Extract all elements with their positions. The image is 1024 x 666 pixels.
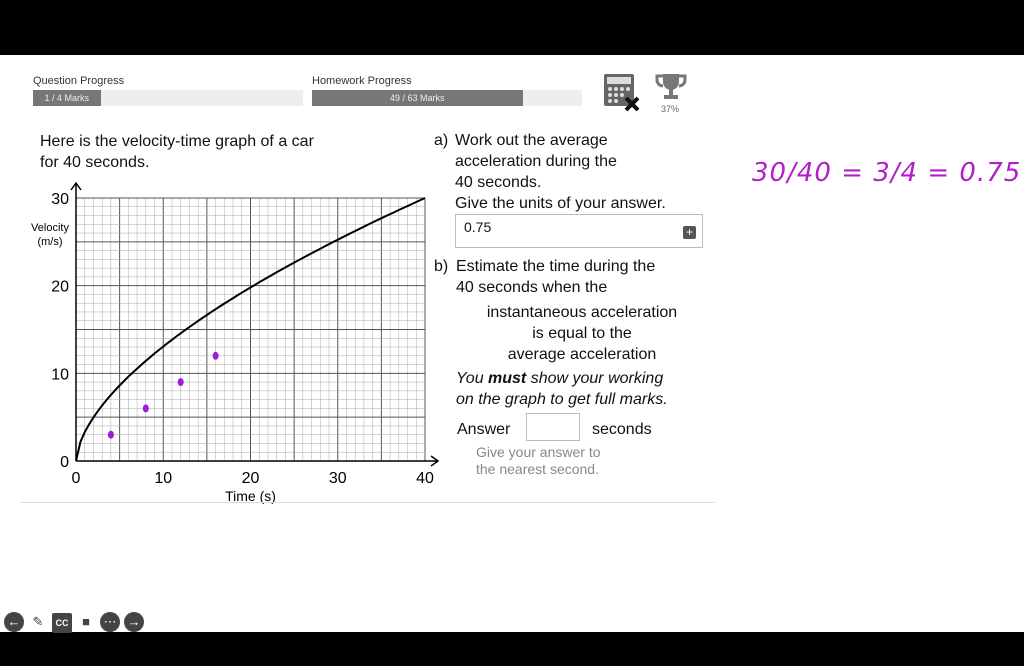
x-tick-label: 0 — [72, 470, 81, 487]
question-progress-label: Question Progress — [33, 75, 125, 87]
answer-unit: seconds — [592, 421, 652, 438]
trophy-percent: 37% — [661, 104, 680, 114]
x-tick-label: 10 — [154, 470, 172, 487]
homework-progress-fill: 49 / 63 Marks — [312, 90, 523, 106]
cc-icon[interactable]: CC — [52, 613, 72, 633]
y-tick-label: 20 — [51, 279, 69, 296]
text: You — [456, 370, 489, 387]
text-line: acceleration during the — [455, 153, 617, 170]
text-line: the nearest second. — [476, 461, 599, 477]
question-progress-bar: 1 / 4 Marks — [33, 90, 303, 106]
text-line: Estimate the time during the — [456, 258, 656, 275]
part-b-text-centered: instantaneous acceleration is equal to th… — [456, 302, 708, 365]
answer-hint: Give your answer to the nearest second. — [476, 444, 601, 478]
annotation-point — [142, 404, 149, 413]
answer-label: Answer — [457, 421, 511, 438]
annotation-point — [212, 351, 219, 360]
text-line: 40 seconds when the — [456, 279, 608, 296]
trophy-icon[interactable] — [655, 72, 687, 102]
y-axis-unit: (m/s) — [37, 236, 62, 248]
x-axis-label: Time (s) — [225, 488, 276, 504]
y-tick-label: 10 — [51, 366, 69, 383]
forward-icon[interactable]: → — [124, 612, 144, 632]
text-line: Work out the average — [455, 132, 608, 149]
x-axis-arrow — [430, 455, 440, 467]
y-tick-label: 0 — [60, 454, 69, 471]
part-a-text: Work out the average acceleration during … — [455, 130, 666, 214]
text: show your working — [526, 370, 664, 387]
part-a-label: a) — [434, 132, 449, 149]
part-b-answer-input[interactable] — [526, 413, 580, 441]
text-line: is equal to the — [532, 325, 632, 342]
y-axis-arrow — [70, 181, 82, 191]
y-tick-label: 30 — [51, 191, 69, 208]
intro-line: for 40 seconds. — [40, 154, 150, 171]
part-a-answer-input[interactable]: 0.75 + — [455, 214, 703, 248]
divider — [20, 502, 715, 503]
y-axis-label: Velocity — [31, 222, 69, 234]
text-line: average acceleration — [507, 346, 657, 363]
part-b-label: b) — [434, 258, 449, 275]
homework-progress-label: Homework Progress — [312, 75, 412, 87]
velocity-curve — [75, 197, 426, 462]
text-line: Give your answer to — [476, 444, 601, 460]
velocity-time-chart[interactable]: 0 10 20 30 40 0 10 20 30 Time (s) Velocity (m/s) — [20, 175, 450, 510]
bottom-bar — [0, 632, 1024, 666]
answer-value: 0.75 — [464, 219, 492, 235]
question-progress-fill: 1 / 4 Marks — [33, 90, 101, 106]
calculator-disabled-icon[interactable] — [602, 72, 642, 112]
text-line: Give the units of your answer. — [455, 195, 666, 212]
intro-line: Here is the velocity-time graph of a car — [40, 133, 314, 150]
annotation-point — [177, 378, 184, 387]
player-toolbar: ← ✎ CC ■ ⋯ → — [4, 612, 148, 633]
x-tick-label: 20 — [242, 470, 260, 487]
top-bar — [0, 0, 1024, 55]
text-bold: must — [488, 370, 527, 387]
annotation-point — [107, 430, 114, 439]
more-icon[interactable]: ⋯ — [100, 612, 120, 632]
x-tick-label: 30 — [329, 470, 347, 487]
text-line: on the graph to get full marks. — [456, 391, 668, 408]
working-instruction: You must show your working on the graph t… — [456, 368, 668, 410]
pencil-icon[interactable]: ✎ — [32, 614, 44, 629]
expand-icon[interactable]: + — [683, 226, 696, 239]
text-line: 40 seconds. — [455, 174, 542, 191]
part-b-text: Estimate the time during the 40 seconds w… — [456, 256, 655, 298]
x-tick-label: 40 — [416, 470, 434, 487]
video-off-icon[interactable]: ■ — [82, 614, 90, 629]
question-intro: Here is the velocity-time graph of a car… — [40, 131, 314, 173]
back-icon[interactable]: ← — [4, 612, 24, 632]
homework-progress-bar: 49 / 63 Marks — [312, 90, 582, 106]
text-line: instantaneous acceleration — [486, 304, 678, 321]
handwritten-working: 30/40 = 3/4 = 0.75 — [752, 158, 1022, 188]
